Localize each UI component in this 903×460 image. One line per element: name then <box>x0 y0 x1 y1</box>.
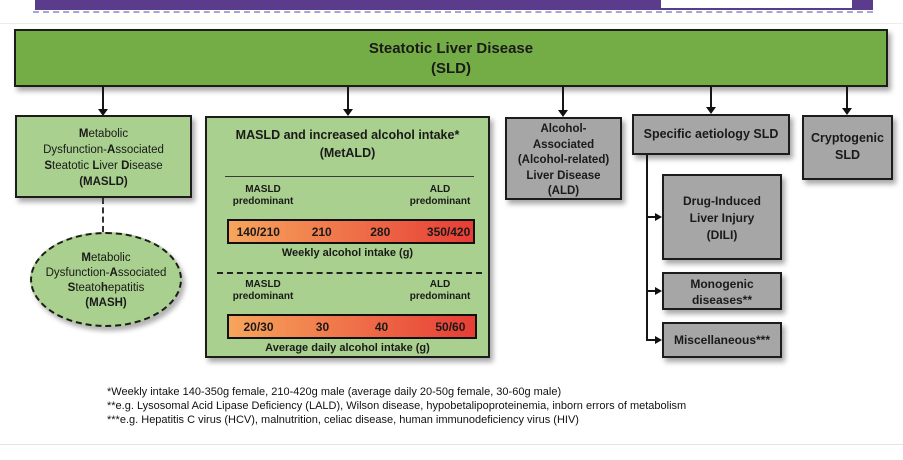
dili-line2: Liver Injury <box>689 211 755 225</box>
monogenic-box: Monogenic diseases** <box>662 272 782 310</box>
masld-line3: Steatotic Liver Disease <box>44 160 163 172</box>
weekly-ald-predominant-label: ALD predominant <box>409 184 471 207</box>
cryptogenic-line1: Cryptogenic <box>811 131 884 145</box>
arrowhead-ald <box>558 110 568 117</box>
footnote-monogenic-examples: **e.g. Lysosomal Acid Lipase Deficiency … <box>107 400 687 412</box>
cryptogenic-box: Cryptogenic SLD <box>802 115 893 180</box>
connector-sld-cryptogenic <box>846 87 848 109</box>
metald-box: MASLD and increased alcohol intake* (Met… <box>205 116 490 358</box>
connector-specific-monogenic <box>647 290 655 292</box>
dili-box: Drug-Induced Liver Injury (DILI) <box>662 174 782 260</box>
dili-line1: Drug-Induced <box>683 194 761 208</box>
page-edge-line-top <box>0 23 903 24</box>
ald-line4: Liver Disease <box>526 169 601 182</box>
masld-line1: Metabolic <box>78 128 129 140</box>
arrowhead-specific <box>706 107 716 114</box>
ald-line5: (ALD) <box>547 185 580 198</box>
arrowhead-miscellaneous <box>655 335 662 344</box>
masld-line4: (MASLD) <box>79 176 128 188</box>
daily-value-0: 20/30 <box>243 320 274 334</box>
specific-aetiology-label: Specific aetiology SLD <box>643 127 779 141</box>
masld-box: Metabolic Dysfunction-Associated Steatot… <box>15 115 192 198</box>
daily-value-3: 50/60 <box>435 320 466 334</box>
connector-specific-trunk <box>646 155 648 341</box>
ald-line1: Alcohol- <box>540 123 587 135</box>
footnotes: *Weekly intake 140-350g female, 210-420g… <box>107 385 827 427</box>
monogenic-line2: diseases** <box>691 293 753 307</box>
specific-aetiology-box: Specific aetiology SLD <box>632 114 790 155</box>
metald-title-line2: (MetALD) <box>319 146 376 160</box>
miscellaneous-box: Miscellaneous*** <box>662 322 782 358</box>
daily-value-1: 30 <box>315 320 330 334</box>
connector-masld-mash <box>102 198 104 232</box>
top-bar-white-notch <box>661 0 852 8</box>
weekly-value-0: 140/210 <box>236 225 280 239</box>
daily-masld-predominant-label: MASLD predominant <box>232 279 294 302</box>
arrowhead-metald <box>343 109 353 116</box>
page-edge-line-bottom <box>0 444 903 445</box>
mash-line4: (MASH) <box>85 297 127 309</box>
arrowhead-monogenic <box>655 286 662 295</box>
connector-specific-dili <box>647 216 655 218</box>
connector-sld-specific <box>710 87 712 108</box>
connector-sld-metald <box>347 87 349 110</box>
weekly-bar-caption: Weekly alcohol intake (g) <box>281 247 414 259</box>
weekly-masld-predominant-label: MASLD predominant <box>232 184 294 207</box>
arrowhead-cryptogenic <box>842 108 852 115</box>
daily-value-2: 40 <box>374 320 389 334</box>
ald-line3: (Alcohol-related) <box>517 154 610 167</box>
connector-specific-miscellaneous <box>647 339 655 341</box>
mash-ellipse: Metabolic Dysfunction-Associated Steatoh… <box>30 232 182 327</box>
weekly-value-3: 350/420 <box>426 225 471 239</box>
mash-line1: Metabolic <box>81 252 131 264</box>
top-purple-bar <box>35 0 873 10</box>
miscellaneous-label: Miscellaneous*** <box>673 333 771 347</box>
arrowhead-masld <box>98 109 108 116</box>
dashed-divider-rule <box>33 11 873 13</box>
mash-line2: Dysfunction-Associated <box>45 267 167 279</box>
weekly-alcohol-scale-bar: 140/210 210 280 350/420 <box>227 219 475 244</box>
cryptogenic-line2: SLD <box>835 148 860 162</box>
weekly-value-2: 280 <box>370 225 391 239</box>
connector-sld-masld <box>102 87 104 110</box>
footnote-weekly-intake: *Weekly intake 140-350g female, 210-420g… <box>107 386 562 398</box>
masld-line2: Dysfunction-Associated <box>43 144 164 156</box>
footnote-miscellaneous-examples: ***e.g. Hepatitis C virus (HCV), malnutr… <box>107 414 579 426</box>
monogenic-line1: Monogenic <box>690 277 754 291</box>
arrowhead-dili <box>655 212 662 221</box>
sld-title-line1: Steatotic Liver Disease <box>368 40 534 57</box>
sld-title-line2: (SLD) <box>431 60 471 77</box>
mash-line3: Steatohepatitis <box>67 282 145 294</box>
ald-line2: Associated <box>532 138 595 151</box>
dili-line3: (DILI) <box>706 228 738 242</box>
metald-dashed-divider <box>217 272 482 274</box>
metald-separator-line <box>225 176 474 177</box>
ald-box: Alcohol- Associated (Alcohol-related) Li… <box>505 117 622 200</box>
daily-alcohol-scale-bar: 20/30 30 40 50/60 <box>227 314 477 339</box>
weekly-value-1: 210 <box>311 225 332 239</box>
connector-sld-ald <box>562 87 564 111</box>
metald-title-line1: MASLD and increased alcohol intake* <box>235 128 460 142</box>
daily-ald-predominant-label: ALD predominant <box>409 279 471 302</box>
metald-title: MASLD and increased alcohol intake* (Met… <box>207 126 488 162</box>
sld-root-box: Steatotic Liver Disease (SLD) <box>14 29 888 87</box>
daily-bar-caption: Average daily alcohol intake (g) <box>265 342 430 354</box>
